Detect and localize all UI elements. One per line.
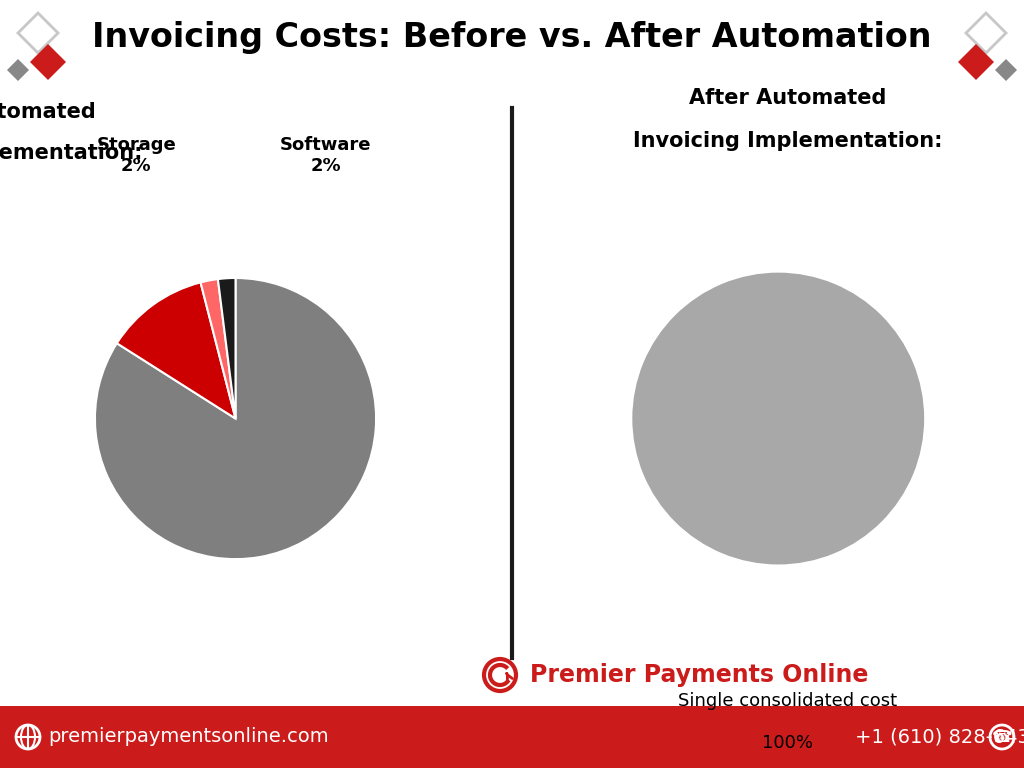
- Polygon shape: [958, 44, 994, 80]
- Text: 100%: 100%: [762, 734, 813, 752]
- Text: Storage
2%: Storage 2%: [96, 137, 176, 175]
- Polygon shape: [7, 59, 29, 81]
- Text: Invoicing Implementation:: Invoicing Implementation:: [0, 143, 142, 163]
- Wedge shape: [117, 283, 236, 419]
- Polygon shape: [20, 15, 56, 51]
- Text: Premier Payments Online: Premier Payments Online: [530, 663, 868, 687]
- Polygon shape: [16, 11, 60, 55]
- Wedge shape: [95, 278, 376, 559]
- Polygon shape: [995, 59, 1017, 81]
- Text: ☎: ☎: [991, 728, 1013, 746]
- Text: Before Automated: Before Automated: [0, 102, 95, 122]
- Polygon shape: [968, 15, 1004, 51]
- Wedge shape: [218, 278, 236, 419]
- Text: Invoicing Implementation:: Invoicing Implementation:: [633, 131, 942, 151]
- Text: Invoicing Costs: Before vs. After Automation: Invoicing Costs: Before vs. After Automa…: [92, 22, 932, 55]
- Text: Software
2%: Software 2%: [280, 137, 372, 175]
- Text: After Automated: After Automated: [689, 88, 887, 108]
- Polygon shape: [30, 44, 66, 80]
- Polygon shape: [964, 11, 1008, 55]
- Wedge shape: [631, 272, 926, 565]
- Text: Single consolidated cost: Single consolidated cost: [678, 692, 897, 710]
- Bar: [0, 706, 1024, 768]
- Text: +1 (610) 828-6438: +1 (610) 828-6438: [855, 727, 1024, 746]
- Text: premierpaymentsonline.com: premierpaymentsonline.com: [48, 727, 329, 746]
- Wedge shape: [201, 279, 236, 419]
